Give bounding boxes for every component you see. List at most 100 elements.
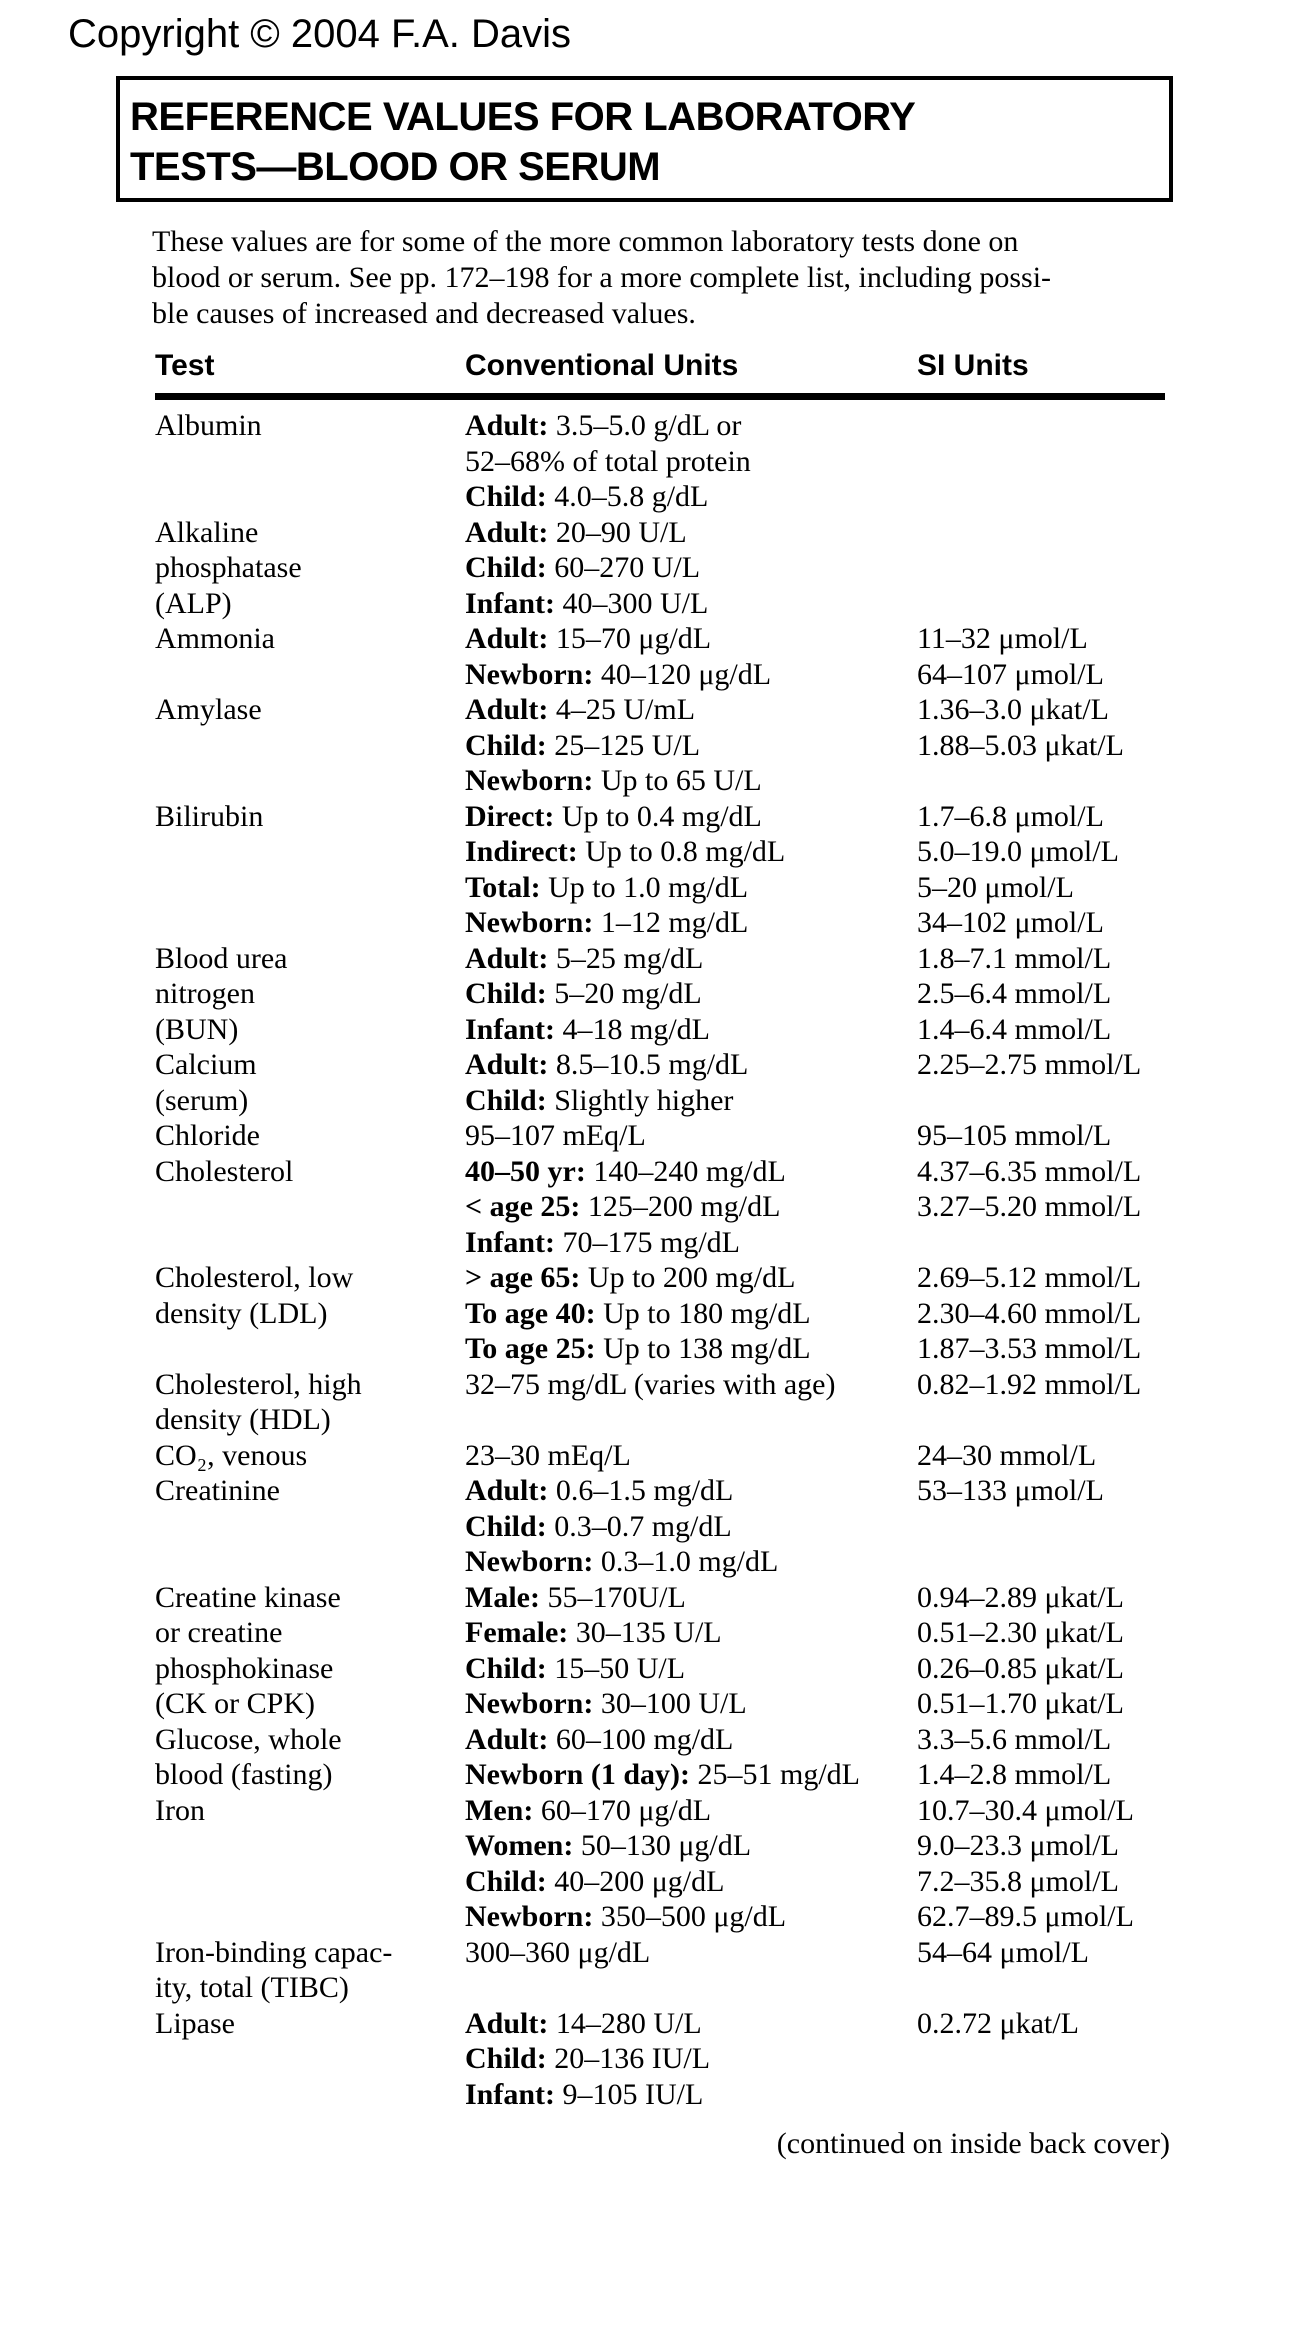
si-cell: 62.7–89.5 μmol/L (917, 1900, 1134, 1933)
value-label: Child: (465, 480, 555, 513)
table-line: Infant: 70–175 mg/dL (155, 1225, 1165, 1261)
test-cell (155, 2077, 465, 2113)
si-cell: 1.36–3.0 μkat/L (917, 693, 1109, 726)
conventional-cell: Newborn: 40–120 μg/dL (465, 657, 772, 691)
test-cell (155, 479, 465, 515)
table-line: Newborn: 0.3–1.0 mg/dL (155, 1544, 1165, 1580)
value-label: Men: (465, 1793, 541, 1827)
conventional-cell: Men: 60–170 μg/dL (465, 1793, 712, 1827)
table-line: Albumin Adult: 3.5–5.0 g/dL or (155, 408, 1165, 444)
value-label: Child: (465, 1083, 555, 1117)
test-cell (155, 1899, 465, 1935)
si-cell: 0.94–2.89 μkat/L (917, 1580, 1124, 1614)
si-cell: 1.4–2.8 mmol/L (917, 1758, 1112, 1791)
conventional-cell: Adult: 0.6–1.5 mg/dL (465, 1474, 734, 1507)
value-label: Infant: (465, 1225, 563, 1259)
si-cell: 10.7–30.4 μmol/L (917, 1793, 1134, 1827)
table-line: Child: 25–125 U/L 1.88–5.03 μkat/L (155, 728, 1165, 764)
conventional-cell: Adult: 20–90 U/L (465, 515, 687, 549)
conventional-cell: Newborn (1 day): 25–51 mg/dL (465, 1758, 860, 1791)
si-cell (917, 1509, 1165, 1545)
table-line: < age 25: 125–200 mg/dL 3.27–5.20 mmol/L (155, 1189, 1165, 1225)
value-label: > age 65: (465, 1261, 588, 1294)
test-cell: Lipase (155, 2006, 235, 2040)
table-line: (ALP) Infant: 40–300 U/L (155, 586, 1165, 622)
si-cell (917, 444, 1165, 480)
table-line: Child: 40–200 μg/dL 7.2–35.8 μmol/L (155, 1864, 1165, 1900)
test-cell: phosphatase (155, 551, 302, 584)
test-cell: Creatine kinase (155, 1580, 341, 1614)
si-cell: 34–102 μmol/L (917, 906, 1104, 939)
test-cell: Calcium (155, 1048, 257, 1081)
table-header-row: Test Conventional Units SI Units (155, 350, 1165, 382)
table-line: Cholesterol, low > age 65: Up to 200 mg/d… (155, 1260, 1165, 1296)
table-line: nitrogen Child: 5–20 mg/dL 2.5–6.4 mmol/L (155, 976, 1165, 1012)
conventional-cell: Women: 50–130 μg/dL (465, 1829, 752, 1862)
conventional-cell: Infant: 9–105 IU/L (465, 2077, 704, 2111)
intro-paragraph: These values are for some of the more co… (152, 224, 1051, 332)
test-cell: Creatinine (155, 1474, 280, 1507)
conventional-cell: Child: 0.3–0.7 mg/dL (465, 1509, 732, 1543)
table-line: ity, total (TIBC) (155, 1970, 1165, 2006)
si-cell: 2.25–2.75 mmol/L (917, 1048, 1142, 1081)
si-cell: 11–32 μmol/L (917, 622, 1088, 655)
si-cell: 0.82–1.92 mmol/L (917, 1367, 1142, 1401)
conventional-cell: Newborn: 350–500 μg/dL (465, 1900, 787, 1933)
table-line: Women: 50–130 μg/dL 9.0–23.3 μmol/L (155, 1828, 1165, 1864)
test-cell: Amylase (155, 693, 262, 726)
table-line: Newborn: 350–500 μg/dL 62.7–89.5 μmol/L (155, 1899, 1165, 1935)
value-label: Child: (465, 977, 555, 1010)
value-label: Indirect: (465, 835, 586, 868)
test-cell: (ALP) (155, 586, 232, 620)
test-cell (155, 905, 465, 941)
value-label: 40–50 yr: (465, 1154, 594, 1188)
si-cell: 24–30 mmol/L (917, 1438, 1097, 1472)
test-cell (155, 1828, 465, 1864)
table-line: (serum) Child: Slightly higher (155, 1083, 1165, 1119)
si-cell (917, 550, 1165, 586)
test-cell: Cholesterol, low (155, 1261, 354, 1294)
value-label: Adult: (465, 693, 556, 726)
value-label: Child: (465, 728, 555, 762)
conventional-cell: Child: 25–125 U/L (465, 728, 701, 762)
si-cell: 7.2–35.8 μmol/L (917, 1864, 1119, 1898)
value-label: < age 25: (465, 1190, 588, 1223)
value-label: Newborn: (465, 1687, 601, 1720)
conventional-cell: Adult: 14–280 U/L (465, 2006, 702, 2040)
conventional-cell: Child: Slightly higher (465, 1083, 734, 1117)
table-line: Cholesterol 40–50 yr: 140–240 mg/dL 4.37–6… (155, 1154, 1165, 1190)
test-cell (155, 728, 465, 764)
si-cell: 0.51–2.30 μkat/L (917, 1616, 1124, 1649)
table-line: Ammonia Adult: 15–70 μg/dL 11–32 μmol/L (155, 621, 1165, 657)
table-line: density (HDL) (155, 1402, 1165, 1438)
si-cell: 95–105 mmol/L (917, 1119, 1112, 1152)
si-cell: 9.0–23.3 μmol/L (917, 1829, 1119, 1862)
si-cell (917, 763, 1165, 799)
table-line: Total: Up to 1.0 mg/dL 5–20 μmol/L (155, 870, 1165, 906)
test-cell (155, 1864, 465, 1900)
test-cell (155, 763, 465, 799)
table-line: Cholesterol, high 32–75 mg/dL (varies wit… (155, 1367, 1165, 1403)
value-label: Male: (465, 1580, 548, 1614)
conventional-cell (465, 1970, 917, 2006)
table-line: Bilirubin Direct: Up to 0.4 mg/dL 1.7–6.8 … (155, 799, 1165, 835)
table-line: or creatine Female: 30–135 U/L 0.51–2.30 μ… (155, 1615, 1165, 1651)
conventional-cell: Adult: 8.5–10.5 mg/dL (465, 1048, 749, 1081)
table-line: blood (fasting) Newborn (1 day): 25–51 mg… (155, 1757, 1165, 1793)
conventional-cell: Male: 55–170U/L (465, 1580, 686, 1614)
test-cell (155, 1331, 465, 1367)
conventional-cell: Newborn: 0.3–1.0 mg/dL (465, 1545, 779, 1578)
conventional-cell: Indirect: Up to 0.8 mg/dL (465, 835, 786, 868)
test-cell: Iron (155, 1793, 205, 1827)
table-line: Newborn: 40–120 μg/dL 64–107 μmol/L (155, 657, 1165, 693)
conventional-cell: 23–30 mEq/L (465, 1438, 631, 1472)
si-cell: 64–107 μmol/L (917, 657, 1104, 691)
si-cell: 53–133 μmol/L (917, 1474, 1104, 1507)
copyright-notice: Copyright © 2004 F.A. Davis (68, 12, 572, 56)
table-line: Glucose, whole Adult: 60–100 mg/dL 3.3–5.6… (155, 1722, 1165, 1758)
conventional-cell: Infant: 4–18 mg/dL (465, 1012, 711, 1046)
si-cell: 0.51–1.70 μkat/L (917, 1687, 1124, 1720)
test-cell (155, 1225, 465, 1261)
value-label: Infant: (465, 1012, 563, 1046)
